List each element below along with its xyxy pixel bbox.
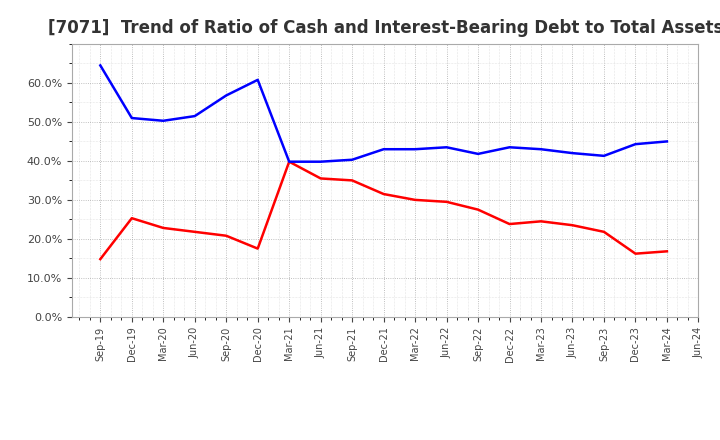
Cash [474, 207, 482, 212]
Line: Interest-Bearing Debt: Interest-Bearing Debt [100, 66, 667, 161]
Cash [96, 257, 104, 262]
Interest-Bearing Debt [285, 159, 294, 164]
Interest-Bearing Debt [442, 145, 451, 150]
Interest-Bearing Debt [474, 151, 482, 157]
Interest-Bearing Debt [631, 142, 640, 147]
Cash [568, 223, 577, 228]
Cash [536, 219, 545, 224]
Interest-Bearing Debt [411, 147, 420, 152]
Interest-Bearing Debt [253, 77, 262, 82]
Cash [442, 199, 451, 205]
Interest-Bearing Debt [191, 114, 199, 119]
Cash [411, 197, 420, 202]
Interest-Bearing Debt [316, 159, 325, 164]
Cash [316, 176, 325, 181]
Cash [600, 229, 608, 235]
Cash [662, 249, 671, 254]
Interest-Bearing Debt [536, 147, 545, 152]
Interest-Bearing Debt [568, 150, 577, 156]
Line: Cash: Cash [100, 161, 667, 259]
Cash [253, 246, 262, 251]
Cash [379, 191, 388, 197]
Interest-Bearing Debt [379, 147, 388, 152]
Interest-Bearing Debt [348, 157, 356, 162]
Interest-Bearing Debt [600, 153, 608, 158]
Cash [505, 221, 514, 227]
Interest-Bearing Debt [96, 63, 104, 68]
Cash [631, 251, 640, 257]
Cash [127, 216, 136, 221]
Cash [222, 233, 230, 238]
Interest-Bearing Debt [159, 118, 168, 123]
Interest-Bearing Debt [222, 93, 230, 98]
Interest-Bearing Debt [127, 115, 136, 121]
Title: [7071]  Trend of Ratio of Cash and Interest-Bearing Debt to Total Assets: [7071] Trend of Ratio of Cash and Intere… [48, 19, 720, 37]
Cash [191, 229, 199, 235]
Legend: Cash, Interest-Bearing Debt: Cash, Interest-Bearing Debt [250, 438, 521, 440]
Interest-Bearing Debt [662, 139, 671, 144]
Cash [159, 225, 168, 231]
Cash [348, 178, 356, 183]
Interest-Bearing Debt [505, 145, 514, 150]
Cash [285, 159, 294, 164]
